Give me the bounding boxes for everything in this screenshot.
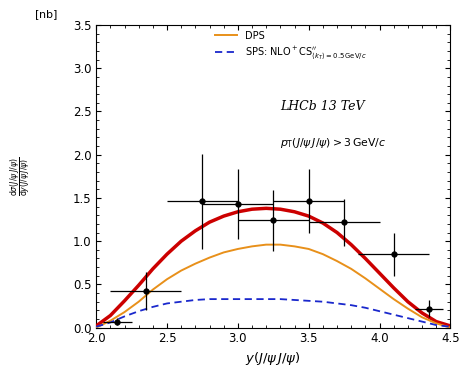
Y-axis label: $\frac{\mathrm{d}\sigma(J/\psi\,J/\psi)}{\mathrm{d}y(J/\psi\,J/\psi)}$: $\frac{\mathrm{d}\sigma(J/\psi\,J/\psi)}…	[8, 157, 34, 196]
Text: $p_{\mathrm{T}}(J/\psi\, J/\psi) > 3\,\mathrm{GeV}/c$: $p_{\mathrm{T}}(J/\psi\, J/\psi) > 3\,\m…	[280, 136, 387, 150]
Legend: DPS, SPS: NLO$^+$CS$^{\prime\prime}_{\langle k_T\rangle=0.5\,\mathrm{GeV}/c}$: DPS, SPS: NLO$^+$CS$^{\prime\prime}_{\la…	[212, 27, 370, 66]
Text: $[\mathrm{nb}]$: $[\mathrm{nb}]$	[34, 8, 58, 22]
X-axis label: $y(J/\psi\, J/\psi)$: $y(J/\psi\, J/\psi)$	[245, 350, 301, 367]
Text: LHCb 13 TeV: LHCb 13 TeV	[280, 100, 365, 113]
